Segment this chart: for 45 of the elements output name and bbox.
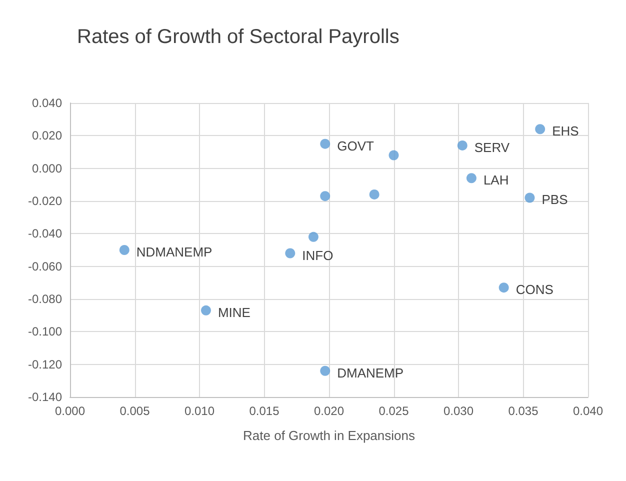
annotation: MINE	[218, 304, 251, 320]
x-tick-label: 0.035	[508, 404, 539, 418]
y-tick-label: -0.080	[28, 292, 62, 306]
y-tick-label: -0.060	[28, 259, 62, 274]
y-tick-label: -0.140	[28, 390, 62, 404]
y-tick-label: 0.020	[32, 128, 62, 143]
x-tick-label: 0.040	[572, 404, 604, 418]
annotation: LAH	[483, 172, 509, 188]
y-tick-label: -0.020	[28, 194, 62, 208]
annotation: DMANEMP	[337, 365, 404, 380]
point	[524, 192, 535, 203]
annotation: EHS	[552, 124, 580, 139]
annotation: NDMANEMP	[136, 244, 212, 260]
point	[498, 282, 509, 293]
point	[535, 124, 546, 134]
chart-title: Rates of Growth of Sectoral Payrolls	[77, 26, 400, 48]
point	[200, 305, 211, 316]
point	[320, 138, 330, 149]
point	[320, 366, 330, 376]
x-tick-label: 0.010	[184, 404, 215, 418]
x-tick-label: 0.020	[314, 404, 344, 418]
point	[388, 150, 399, 160]
point	[320, 191, 330, 202]
x-tick-label: 0.025	[378, 404, 410, 418]
annotation: SERV	[474, 140, 510, 155]
annotation: GOVT	[337, 138, 374, 154]
x-tick-label: 0.000	[54, 404, 86, 418]
x-tick-label: 0.005	[120, 404, 150, 418]
y-tick-label: -0.040	[28, 226, 62, 241]
annotation: PBS	[542, 192, 568, 208]
point	[457, 140, 468, 150]
y-tick-label: -0.100	[28, 324, 62, 339]
point	[466, 173, 476, 184]
y-tick-label: 0.000	[32, 161, 62, 176]
x-tick-label: 0.030	[443, 404, 474, 418]
x-axis-title: Rate of Growth in Expansions	[243, 428, 416, 443]
point	[308, 232, 318, 242]
annotation: CONS	[516, 282, 554, 298]
annotation: INFO	[302, 248, 334, 263]
y-tick-label: 0.040	[32, 96, 62, 110]
y-tick-label: -0.120	[28, 357, 62, 372]
point	[285, 248, 296, 258]
x-tick-label: 0.015	[249, 404, 280, 418]
point	[369, 189, 380, 200]
point	[119, 245, 130, 255]
